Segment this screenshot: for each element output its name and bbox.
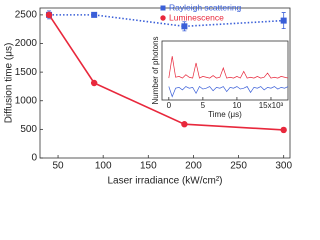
marker (280, 17, 287, 24)
x-axis-label: Laser irradiance (kW/cm²) (107, 176, 222, 187)
inset-frame (161, 40, 289, 101)
marker (181, 23, 188, 30)
y-tick-label: 1500 (15, 67, 38, 78)
marker (90, 79, 98, 87)
y-axis-label: Number of photons (151, 36, 160, 104)
x-tick-label: 250 (230, 161, 247, 172)
chart: 50 100 150 200 250 30005001000150020002500Las… (4, 2, 293, 187)
legend-label: Rayleigh scattering (169, 2, 242, 12)
marker (181, 121, 188, 128)
y-tick-label: 2000 (15, 38, 38, 49)
x-tick-label: 50 (52, 161, 64, 172)
marker (280, 126, 287, 134)
x-tick-label: 150 (140, 161, 157, 172)
x-axis-label: Time (μs) (208, 110, 242, 119)
y-tick-label: 0 (31, 153, 37, 164)
y-tick-label: 2500 (15, 10, 38, 21)
x-tick-label: 0 (167, 101, 172, 110)
legend-marker (160, 15, 166, 21)
x-tick-label: 100 (95, 161, 112, 172)
series-line (168, 85, 289, 98)
series-line (49, 14, 284, 28)
y-axis-label: Diffusion time (μs) (4, 43, 15, 124)
marker (45, 11, 53, 19)
legend-label: Luminescence (169, 12, 224, 22)
x-tick-label: 300 (275, 161, 292, 172)
marker (91, 11, 98, 18)
series-line (48, 14, 284, 131)
x-tick-label: 5 (201, 101, 206, 110)
y-tick-label: 1000 (15, 95, 38, 106)
x-tick-label: 200 (185, 161, 202, 172)
x-tick-label: 10 (232, 101, 241, 110)
legend-marker (160, 5, 166, 11)
y-tick-label: 500 (20, 124, 37, 135)
series-line (168, 56, 289, 79)
x-tick-label: 15x10³ (259, 101, 284, 110)
